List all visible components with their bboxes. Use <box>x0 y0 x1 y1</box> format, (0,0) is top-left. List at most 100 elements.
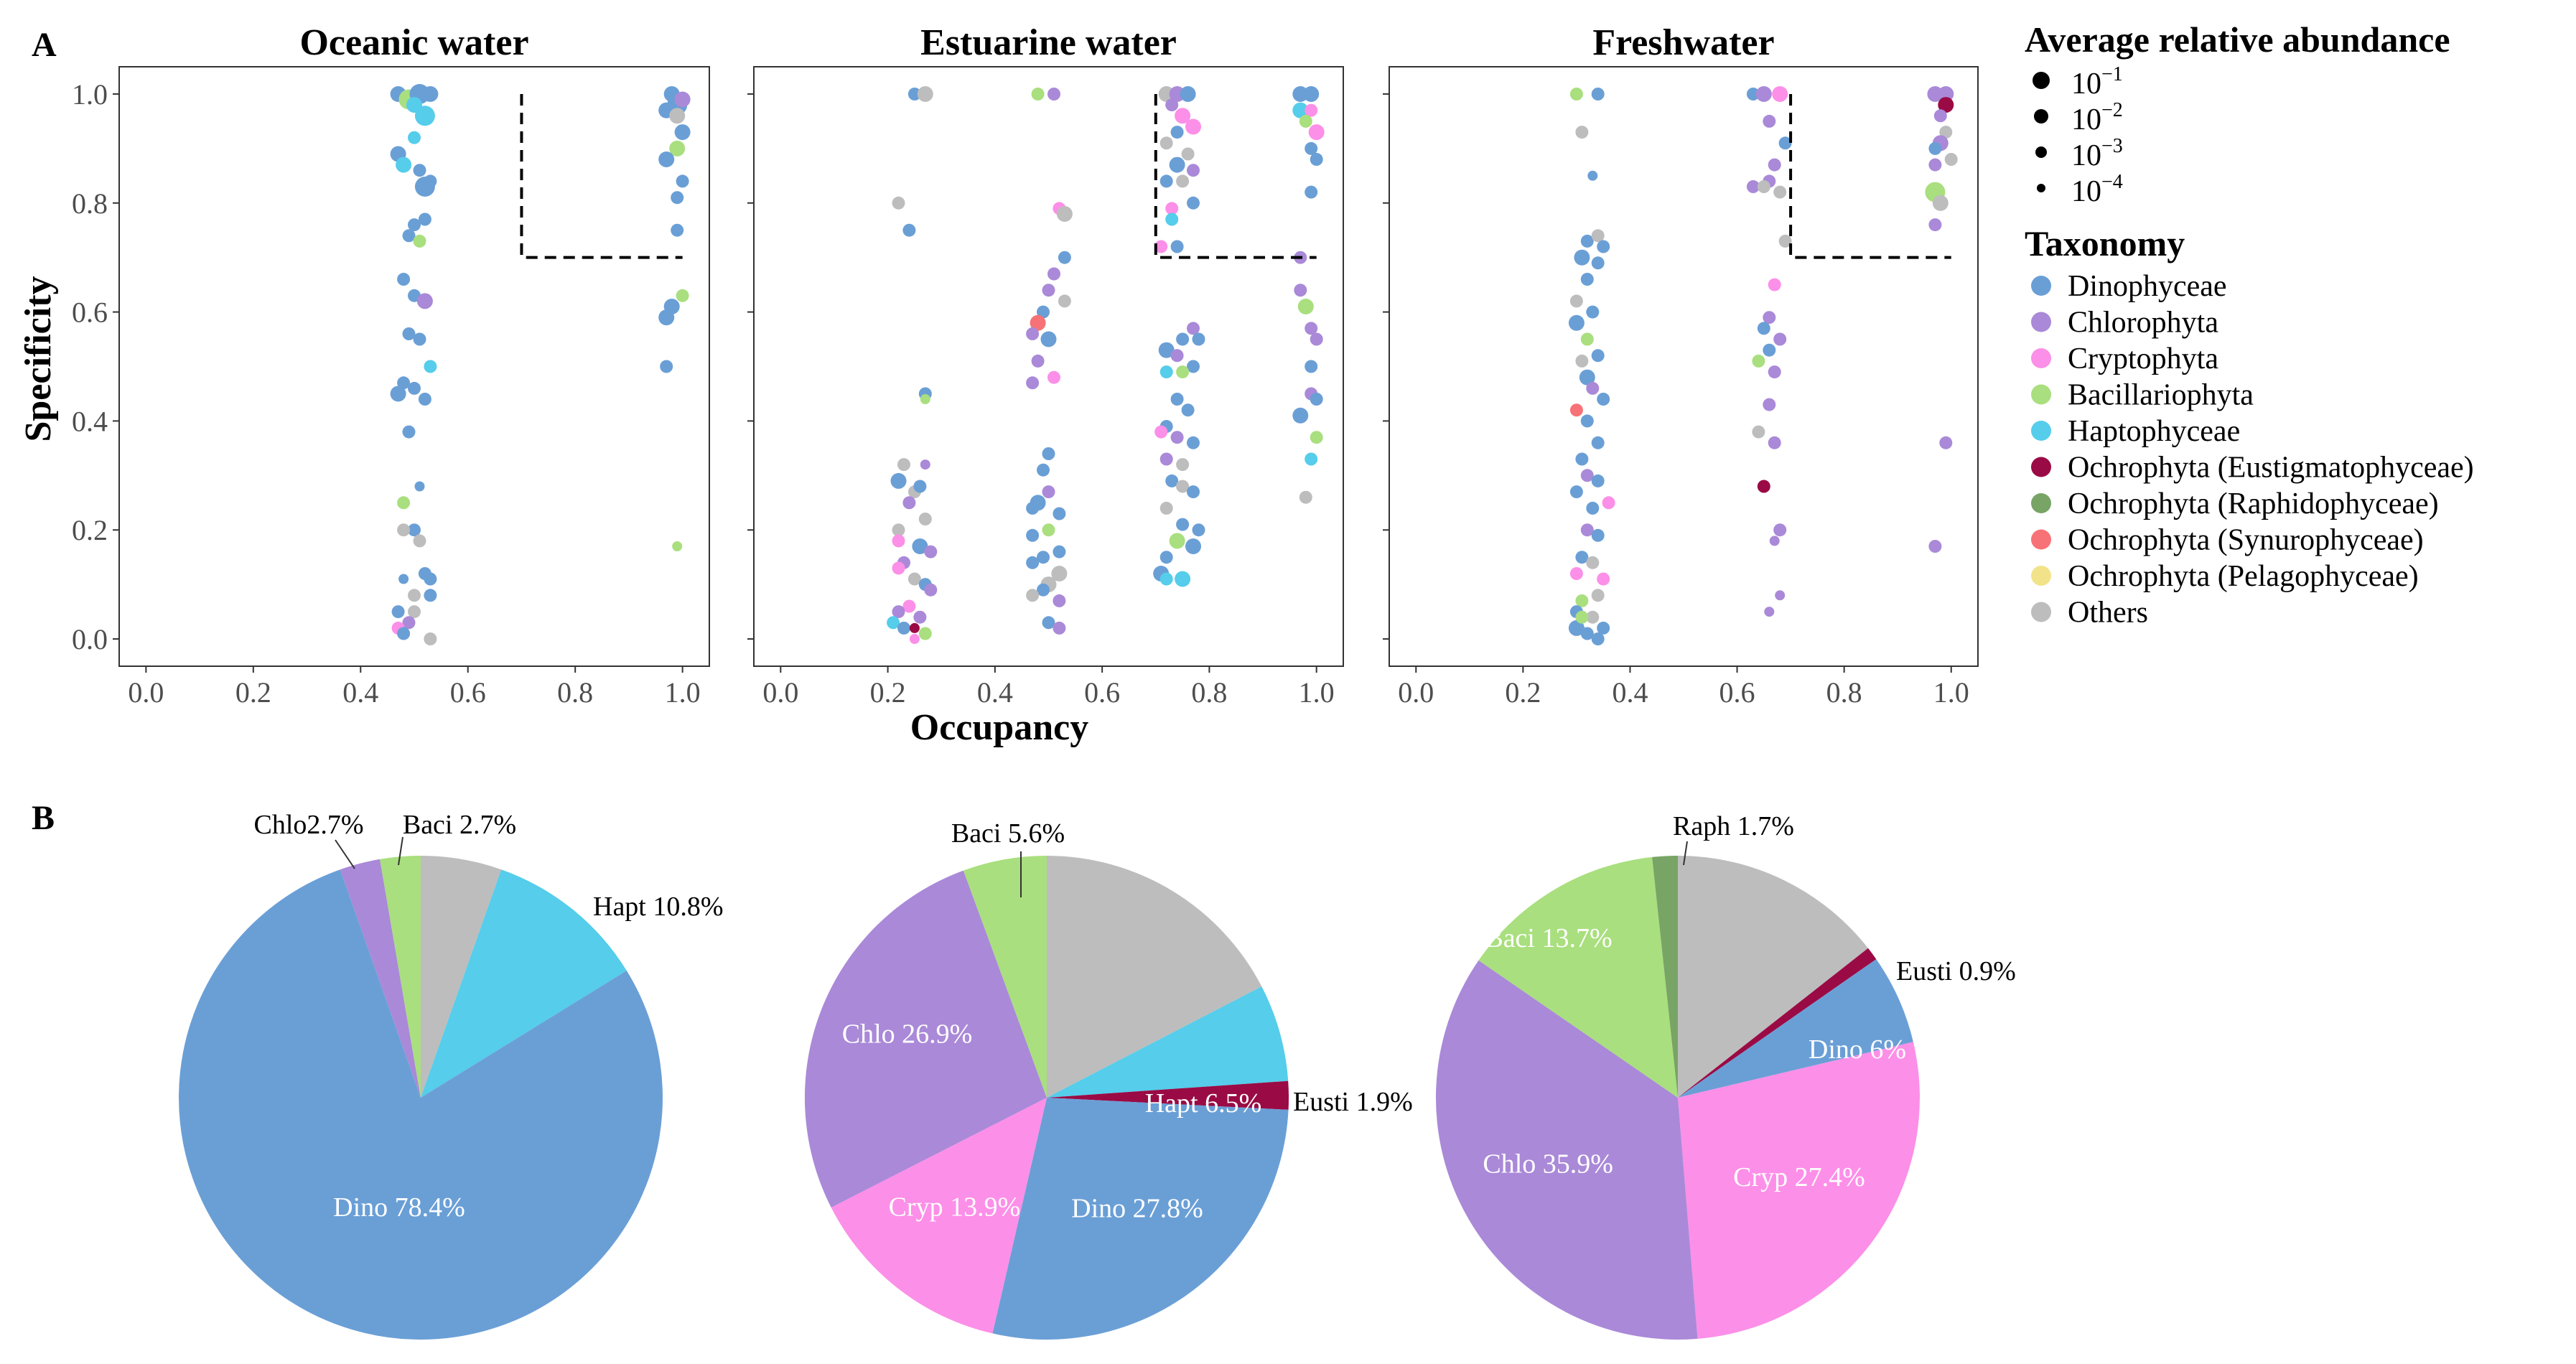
data-point <box>1939 436 1953 449</box>
data-point <box>391 605 405 619</box>
data-point <box>1575 594 1589 607</box>
x-tick-label: 0.0 <box>1398 676 1434 709</box>
pie-label-chlo: Chlo 26.9% <box>842 1019 973 1050</box>
data-point <box>1569 294 1583 308</box>
size-legend-dot <box>2037 184 2045 192</box>
data-point <box>1037 463 1050 477</box>
pie-leader-line <box>1683 841 1688 866</box>
pie-slice-chlo <box>340 859 421 1098</box>
y-tick-label: 1.0 <box>72 78 108 111</box>
data-point <box>1928 158 1942 172</box>
data-point <box>1580 414 1594 428</box>
data-point <box>1051 566 1068 581</box>
legend-swatch-hapt <box>2031 421 2051 441</box>
data-point <box>1159 174 1173 188</box>
data-point <box>1053 507 1066 520</box>
data-point <box>1175 108 1191 124</box>
x-tick-label: 0.6 <box>1719 676 1755 709</box>
data-point <box>1026 376 1040 390</box>
data-point <box>1187 360 1200 373</box>
plot-frame <box>1389 66 1979 667</box>
data-point <box>398 574 409 584</box>
data-point <box>1586 610 1600 624</box>
scatter-panel-3: Freshwater 0.0 0.2 0.4 0.6 0.8 1.0 <box>1383 22 1979 709</box>
data-point <box>1773 185 1787 199</box>
data-point <box>1586 501 1600 515</box>
data-point <box>1159 452 1173 466</box>
pie-slice-cryp <box>1678 1042 1920 1339</box>
data-point <box>892 534 905 548</box>
data-point <box>1037 305 1050 319</box>
data-point <box>413 332 426 346</box>
pie-label-chlo: Chlo 35.9% <box>1483 1149 1613 1180</box>
data-point <box>1303 86 1320 102</box>
data-point <box>1757 480 1770 493</box>
data-point <box>1597 393 1610 406</box>
data-point <box>402 229 416 243</box>
data-point <box>892 523 905 537</box>
pie-label-hapt: Hapt 10.8% <box>593 892 724 922</box>
data-point <box>924 583 938 597</box>
data-point <box>1026 556 1040 569</box>
pie-slice-baci <box>1478 856 1678 1098</box>
data-point <box>907 88 921 101</box>
pie-slice-eust <box>1678 948 1877 1098</box>
pie-slice-dino <box>179 869 663 1340</box>
pie-slice-cryp <box>831 1098 1047 1334</box>
data-point <box>658 309 675 326</box>
pie-label-hapt: Hapt 6.5% <box>1145 1088 1262 1118</box>
data-point <box>1170 126 1184 139</box>
data-point <box>1305 322 1318 335</box>
data-point <box>1159 551 1173 564</box>
data-point <box>1305 360 1318 373</box>
data-point <box>1580 627 1594 640</box>
data-point <box>913 480 927 493</box>
data-point <box>1299 114 1312 128</box>
data-point <box>1778 136 1792 150</box>
data-point <box>1587 170 1598 181</box>
data-point <box>1591 589 1605 602</box>
legend-swatch-pela <box>2031 566 2051 586</box>
data-point <box>1047 370 1060 384</box>
x-tick-label: 0.6 <box>1084 676 1120 709</box>
data-point <box>897 458 910 472</box>
data-point <box>1569 485 1583 499</box>
x-tick-label: 0.0 <box>762 676 798 709</box>
data-point <box>1170 393 1184 406</box>
data-point <box>1746 180 1760 193</box>
data-point <box>1775 590 1786 601</box>
x-tick-label: 0.8 <box>557 676 593 709</box>
data-point <box>924 545 938 559</box>
data-point <box>1031 354 1045 368</box>
data-point <box>1746 88 1760 101</box>
panel-title: Oceanic water <box>299 22 528 63</box>
data-point <box>1757 322 1770 335</box>
pie-leader-line <box>398 836 403 866</box>
pie-slice-baci <box>380 855 421 1098</box>
scatter-panel-2: Estuarine water 0.0 0.2 0.4 0.6 0.8 1.0 <box>747 22 1344 709</box>
data-point <box>414 106 435 126</box>
pie-chart-3: Eusti 0.9% Dino 6% Cryp 27.4% Chlo 35.9% Bac… <box>1435 811 2016 1340</box>
data-point <box>1768 436 1781 449</box>
data-point <box>1192 523 1205 537</box>
data-point <box>402 425 416 439</box>
data-point <box>1176 480 1190 493</box>
data-point <box>424 360 437 373</box>
data-point <box>1575 452 1589 466</box>
data-point <box>909 622 920 633</box>
data-point <box>402 616 416 630</box>
data-point <box>1176 174 1190 188</box>
data-points <box>1568 86 1958 645</box>
data-point <box>1778 234 1792 248</box>
data-point <box>902 496 916 510</box>
data-point <box>424 589 437 602</box>
data-point <box>1591 229 1605 243</box>
data-point <box>1040 331 1057 347</box>
data-point <box>1591 474 1605 487</box>
x-tick-label: 0.4 <box>977 676 1013 709</box>
pie-label-dino: Dino 27.8% <box>1071 1194 1203 1224</box>
x-tick-label: 0.4 <box>1612 676 1648 709</box>
pie-slice-oth <box>421 856 502 1098</box>
data-point <box>1185 538 1201 554</box>
